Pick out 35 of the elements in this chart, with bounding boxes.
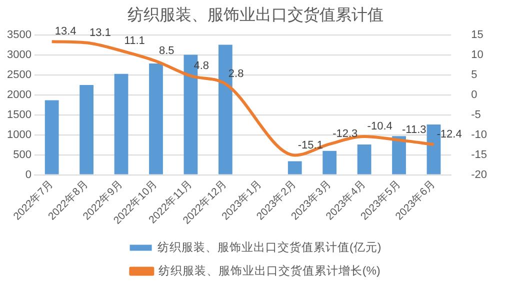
y-tick-label: 500 (13, 148, 32, 161)
bar (357, 144, 372, 174)
data-label: -12.3 (332, 128, 358, 140)
bar (44, 100, 59, 174)
legend-label: 纺织服装、服饰业出口交货值累计增长(%) (158, 263, 380, 278)
bar (114, 74, 128, 174)
data-label: -15.1 (298, 139, 323, 152)
data-label: 13.1 (90, 26, 111, 39)
legend-label: 纺织服装、服饰业出口交货值累计值(亿元) (158, 240, 382, 254)
y2-tick-label: 15 (471, 29, 484, 42)
y2-tick-label: -15 (471, 148, 488, 161)
y2-tick-label: 0 (471, 89, 478, 102)
data-label: -11.3 (402, 124, 426, 136)
bar (80, 85, 94, 174)
data-label: 11.1 (124, 34, 145, 47)
y-tick-label: 2500 (6, 69, 32, 82)
y2-tick-label: 5 (471, 69, 478, 82)
data-label: 8.5 (158, 45, 174, 58)
bar (322, 150, 337, 174)
y-tick-label: 3000 (6, 49, 32, 62)
y-tick-label: 2000 (6, 89, 32, 102)
y2-tick-label: -5 (471, 108, 481, 121)
y-tick-label: 1000 (6, 128, 32, 141)
y-tick-label: 0 (25, 168, 32, 181)
bar (392, 136, 406, 174)
y-tick-label: 3500 (6, 29, 32, 42)
y2-tick-label: -20 (471, 168, 488, 181)
data-label: -10.4 (367, 120, 392, 133)
bar (288, 161, 302, 174)
y2-tick-label: 10 (471, 49, 484, 62)
chart-title: 纺织服装、服饰业出口交货值累计值 (128, 6, 384, 24)
y-tick-label: 1500 (6, 108, 32, 121)
bar (149, 64, 163, 174)
data-label: 13.4 (54, 26, 76, 38)
y2-tick-label: -10 (471, 128, 488, 141)
